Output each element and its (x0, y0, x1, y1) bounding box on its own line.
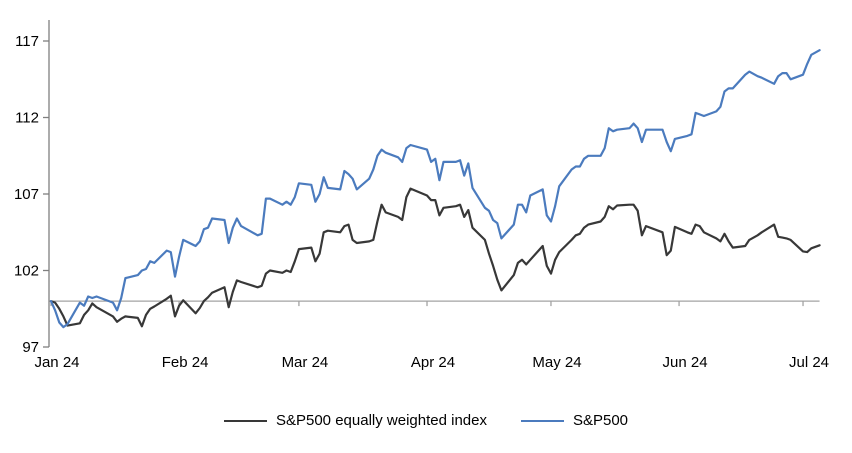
y-tick-label: 102 (14, 263, 39, 280)
legend-label-sp500: S&P500 (572, 412, 629, 429)
y-tick-label: 112 (15, 110, 39, 127)
x-tick-label: Feb 24 (162, 354, 209, 371)
legend-label-equal-weight: S&P500 equally weighted index (275, 412, 487, 429)
x-tick-label: May 24 (532, 354, 581, 371)
series-line-equal-weight (49, 187, 821, 328)
x-tick-label: Mar 24 (282, 354, 329, 371)
legend-line-swatch-equal-weight (223, 419, 267, 422)
y-tick-label: 107 (14, 186, 39, 203)
x-tick-label: Jan 24 (34, 354, 79, 371)
legend-line-swatch-sp500 (520, 419, 564, 422)
y-tick-label: 117 (15, 33, 39, 50)
x-tick-label: Jun 24 (663, 354, 708, 371)
chart-legend: S&P500 equally weighted index S&P500 (0, 412, 852, 429)
series-line-sp500 (49, 49, 821, 329)
x-tick-label: Apr 24 (411, 354, 455, 371)
legend-item-equal-weight: S&P500 equally weighted index (223, 412, 487, 429)
y-tick-label: 97 (22, 339, 39, 356)
legend-item-sp500: S&P500 (520, 412, 629, 429)
x-tick-label: Jul 24 (789, 354, 829, 371)
line-chart: Jan 24 Feb 24 Mar 24 Apr 24 May 24 Jun 24 Jul … (14, 20, 829, 371)
